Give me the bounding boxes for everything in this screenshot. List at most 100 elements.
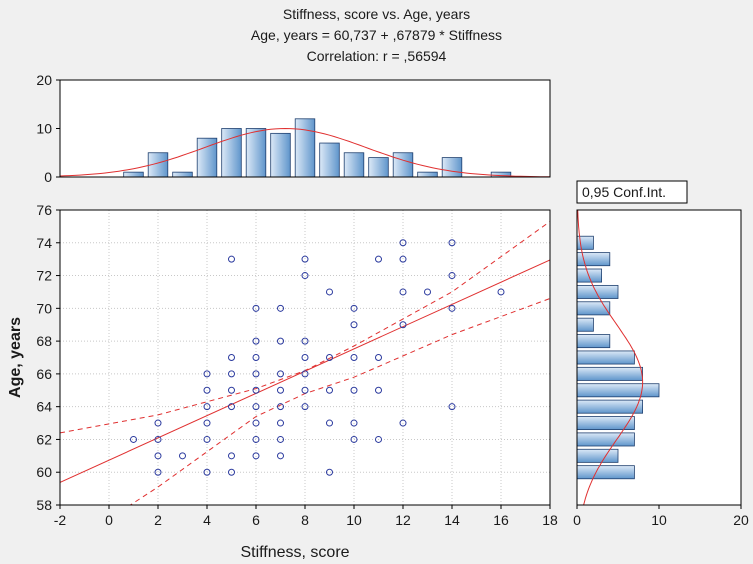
y-tick-label: 68 <box>36 333 52 349</box>
scatter-point <box>399 321 407 329</box>
right-histogram-bar <box>576 301 611 316</box>
right-histogram-bar <box>576 284 619 299</box>
y-tick-label: 72 <box>36 268 52 284</box>
right-histogram-bar <box>576 317 594 332</box>
scatter-point <box>497 288 505 296</box>
scatter-point <box>375 386 382 394</box>
y-tick-label: 58 <box>36 497 52 513</box>
scatter-point <box>252 354 260 361</box>
right-histogram-bar <box>576 268 603 283</box>
scatter-point <box>228 354 235 361</box>
scatter-point <box>277 419 284 427</box>
scatter-point <box>130 435 137 443</box>
right-histogram-bar <box>576 334 611 349</box>
right-histogram-bar <box>576 448 619 463</box>
scatter-point <box>301 272 309 280</box>
scatter-point <box>203 419 211 427</box>
top-histogram-bar <box>294 118 316 178</box>
y-tick-label: 62 <box>36 431 52 447</box>
scatter-point <box>154 435 162 443</box>
scatter-point <box>326 354 333 361</box>
scatter-point <box>399 288 407 296</box>
top-normal-fit-curve <box>59 127 551 178</box>
scatter-point <box>203 468 211 476</box>
scatter-point <box>228 386 235 394</box>
scatter-point <box>350 304 358 312</box>
scatter-point <box>399 419 407 427</box>
right-hist-x-tick-label: 0 <box>573 512 581 528</box>
scatter-point <box>252 452 260 460</box>
scatter-point <box>301 255 309 263</box>
x-tick-label: 14 <box>444 512 460 528</box>
y-tick-label: 76 <box>36 202 52 218</box>
y-tick-label: 74 <box>36 235 52 251</box>
scatter-point <box>399 255 407 263</box>
right-histogram-bar <box>576 366 643 381</box>
scatter-point <box>228 452 235 460</box>
y-tick-label: 60 <box>36 464 52 480</box>
scatter-point <box>375 255 382 263</box>
scatter-point <box>375 354 382 361</box>
right-hist-x-tick-label: 20 <box>733 512 749 528</box>
scatter-point <box>301 370 309 378</box>
scatter-point <box>277 452 284 460</box>
scatter-point <box>228 403 235 411</box>
scatter-point <box>277 403 284 411</box>
scatter-point <box>277 386 284 394</box>
scatter-point <box>277 337 284 345</box>
top-hist-y-tick-label: 0 <box>44 169 52 185</box>
scatter-point <box>301 354 309 361</box>
scatter-point <box>252 370 260 378</box>
scatter-point <box>350 386 358 394</box>
scatter-point <box>301 337 309 345</box>
scatter-point <box>252 304 260 312</box>
x-tick-label: 6 <box>252 512 260 528</box>
x-tick-label: 10 <box>346 512 362 528</box>
scatter-point <box>301 403 309 411</box>
scatter-point <box>228 468 235 476</box>
scatter-point <box>448 403 456 411</box>
top-histogram-bar <box>123 171 144 178</box>
top-histogram-bar <box>172 171 193 178</box>
top-histogram-bar <box>245 128 267 178</box>
scatter-point <box>154 468 162 476</box>
top-hist-y-tick-label: 20 <box>36 72 52 88</box>
y-axis-title: Age, years <box>7 317 24 398</box>
x-axis-title: Stiffness, score <box>240 544 349 561</box>
scatter-point <box>252 386 260 394</box>
scatter-point <box>326 468 333 476</box>
top-histogram-bar <box>392 152 414 178</box>
scatter-point <box>399 239 407 247</box>
x-tick-label: 4 <box>203 512 211 528</box>
scatter-point <box>326 386 333 394</box>
scatter-point <box>448 304 456 312</box>
scatter-point <box>326 419 333 427</box>
conf-int-box <box>576 180 688 204</box>
scatter-point <box>424 288 431 296</box>
scatter-point <box>203 370 211 378</box>
scatter-point <box>277 370 284 378</box>
scatter-point <box>154 419 162 427</box>
y-tick-label: 64 <box>36 399 52 415</box>
x-tick-label: 18 <box>542 512 558 528</box>
scatter-point <box>228 370 235 378</box>
x-tick-label: 2 <box>154 512 162 528</box>
scatter-point <box>203 403 211 411</box>
top-hist-y-tick-label: 10 <box>36 121 52 137</box>
scatter-point <box>301 386 309 394</box>
chart-title: Stiffness, score vs. Age, years <box>282 6 471 22</box>
right-histogram-bar <box>576 383 660 398</box>
right-histogram-bar <box>576 432 635 447</box>
scatter-point <box>252 419 260 427</box>
scatter-point <box>375 435 382 443</box>
y-tick-label: 66 <box>36 366 52 382</box>
correlation-label: Correlation: r = ,56594 <box>306 48 447 64</box>
scatter-point <box>228 255 235 263</box>
regression-equation: Age, years = 60,737 + ,67879 * Stiffness <box>250 27 503 43</box>
scatter-point <box>252 337 260 345</box>
x-tick-label: 16 <box>493 512 509 528</box>
right-histogram-bar <box>576 399 643 414</box>
scatter-point <box>277 435 284 443</box>
